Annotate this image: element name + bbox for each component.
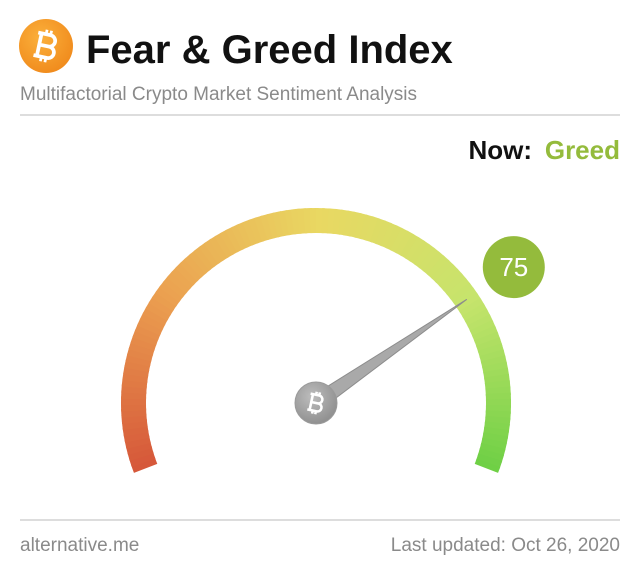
gauge-band (472, 325, 499, 343)
gauge-band (184, 253, 207, 278)
gauge-band (203, 238, 225, 264)
gauge-band (479, 349, 506, 364)
gauge-band (230, 223, 249, 251)
title: Fear & Greed Index (86, 28, 453, 72)
gauge-band (375, 220, 393, 247)
gauge-band (467, 314, 494, 333)
gauge-band (442, 272, 467, 296)
updated: Last updated: Oct 26, 2020 (391, 535, 620, 556)
gauge-band (125, 440, 153, 455)
gauge-band (130, 456, 158, 473)
gauge-band (145, 300, 172, 321)
gauge-band (404, 236, 426, 263)
gauge-band (158, 280, 184, 303)
source: alternative.me (20, 535, 139, 556)
gauge-band (175, 261, 199, 286)
gauge-band (452, 287, 479, 309)
gauge-band (369, 218, 387, 245)
gauge-band (395, 230, 415, 257)
gauge-band (162, 275, 188, 298)
gauge-band (129, 451, 156, 467)
gauge-band (422, 251, 446, 276)
gauge-band (399, 233, 420, 260)
gauge-band (474, 331, 501, 348)
gauge-band (430, 259, 455, 284)
gauge-band (409, 240, 431, 266)
gauge-band (214, 232, 234, 258)
gauge-band (155, 285, 181, 307)
gauge-band (236, 221, 254, 248)
gauge-band (193, 245, 216, 271)
gauge-band (390, 227, 410, 254)
gauge-band (142, 306, 169, 326)
subtitle: Multifactorial Crypto Market Sentiment A… (20, 84, 417, 105)
gauge-band (434, 263, 459, 288)
gauge-band (459, 297, 485, 318)
status-label: Now: (468, 135, 532, 165)
gauge-band (225, 226, 244, 253)
gauge-band (148, 295, 175, 316)
gauge-band (426, 255, 450, 280)
gauge-band (385, 224, 404, 252)
status: Greed (545, 135, 620, 165)
gauge-band (132, 329, 159, 346)
gauge-band (151, 290, 178, 312)
gauge-band (477, 343, 505, 359)
gauge-band (198, 242, 220, 268)
gauge-band (179, 257, 203, 282)
gauge-band (130, 334, 157, 351)
gauge-band (139, 311, 166, 331)
gauge-band (254, 215, 270, 242)
hub-icon (307, 391, 324, 415)
gauge-band (188, 249, 212, 275)
gauge-band (380, 222, 398, 249)
gauge-band (260, 213, 275, 241)
gauge-band (464, 308, 491, 328)
gauge-band (166, 270, 191, 294)
gauge-band (170, 266, 195, 290)
gauge-band (266, 212, 281, 239)
gauge-band (456, 292, 482, 314)
gauge-band (462, 303, 488, 323)
gauge-band (242, 219, 259, 246)
gauge-band (446, 277, 471, 300)
gauge-band (449, 282, 475, 305)
hub-icon-glyph (307, 391, 324, 415)
gauge-band (219, 229, 239, 256)
value-label: 75 (499, 252, 528, 282)
gauge-band (469, 319, 496, 338)
gauge-band (137, 317, 164, 336)
value-badge (482, 236, 545, 299)
gauge-band (248, 217, 265, 244)
gauge-band (480, 355, 508, 369)
gauge-band (124, 435, 151, 449)
gauge-band (127, 446, 154, 461)
gauge-band (272, 211, 286, 238)
gauge: 75 (120, 208, 545, 473)
gauge-band (413, 243, 436, 269)
gauge-band (474, 458, 501, 473)
gauge-band (418, 247, 441, 272)
header-icon (19, 19, 73, 73)
gauge-band (134, 323, 161, 341)
gauge-band (476, 337, 503, 353)
gauge-band (208, 235, 230, 261)
gauge-band (438, 268, 463, 292)
